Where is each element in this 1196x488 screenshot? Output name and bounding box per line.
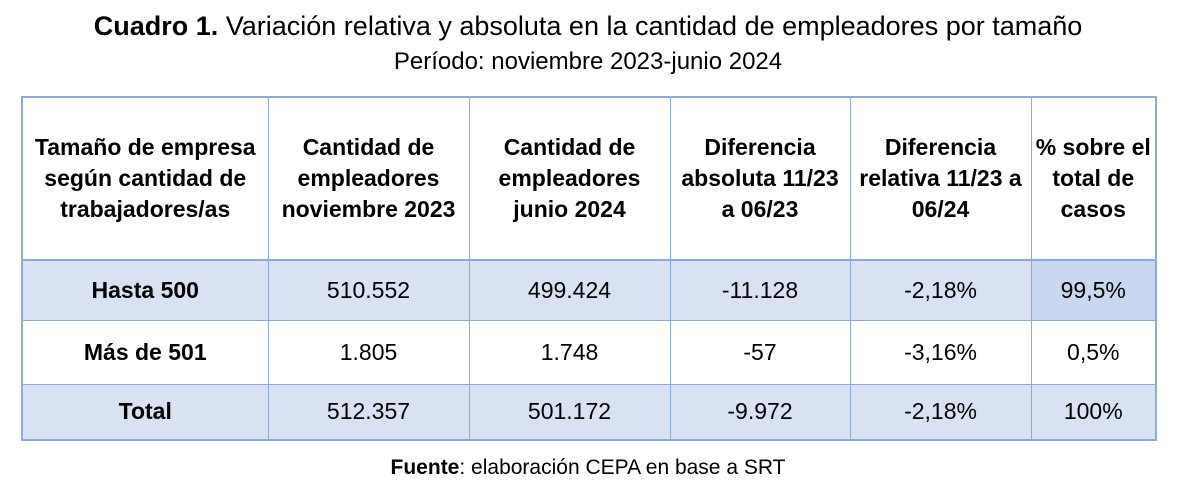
header-pct-total: % sobre el total de casos: [1030, 96, 1157, 261]
row-label: Más de 501: [21, 319, 269, 385]
table-title-label: Cuadro 1.: [93, 11, 219, 41]
source-note: Fuente: elaboración CEPA en base a SRT: [0, 455, 1176, 481]
row-label: Total: [21, 383, 269, 441]
table-cell: -57: [669, 319, 851, 385]
source-label: Fuente: [390, 456, 460, 479]
employers-table: Tamaño de empresa según cantidad de trab…: [21, 96, 1157, 441]
table-cell: 499.424: [468, 259, 671, 321]
table-cell: -9.972: [669, 383, 851, 441]
header-abs-diff: Diferencia absoluta 11/23 a 06/23: [669, 96, 851, 261]
table-cell: 0,5%: [1030, 319, 1157, 385]
table-title: Cuadro 1. Variación relativa y absoluta …: [0, 10, 1176, 42]
table-cell: 1.748: [468, 319, 671, 385]
table-cell: -3,16%: [849, 319, 1032, 385]
table-subtitle: Período: noviembre 2023-junio 2024: [393, 48, 783, 75]
table-cell: 501.172: [468, 383, 671, 441]
table-row-total: Total 512.357 501.172 -9.972 -2,18% 100%: [21, 383, 1157, 441]
table-row: Más de 501 1.805 1.748 -57 -3,16% 0,5%: [21, 319, 1157, 385]
header-jun-2024: Cantidad de empleadores junio 2024: [468, 96, 671, 261]
source-text: : elaboración CEPA en base a SRT: [459, 456, 786, 479]
table-cell: 100%: [1030, 383, 1157, 441]
table-cell: 99,5%: [1030, 259, 1157, 321]
table-row: Hasta 500 510.552 499.424 -11.128 -2,18%…: [21, 259, 1157, 321]
header-rel-diff: Diferencia relativa 11/23 a 06/24: [849, 96, 1032, 261]
table-header-row: Tamaño de empresa según cantidad de trab…: [21, 96, 1157, 261]
table-title-text: Variación relativa y absoluta en la cant…: [218, 11, 1083, 41]
table-cell: 512.357: [267, 383, 470, 441]
header-nov-2023: Cantidad de empleadores noviembre 2023: [267, 96, 470, 261]
table-cell: -11.128: [669, 259, 851, 321]
table-cell: -2,18%: [849, 259, 1032, 321]
header-size: Tamaño de empresa según cantidad de trab…: [21, 96, 269, 261]
table-cell: 510.552: [267, 259, 470, 321]
row-label: Hasta 500: [21, 259, 269, 321]
table-cell: -2,18%: [849, 383, 1032, 441]
table-cell: 1.805: [267, 319, 470, 385]
